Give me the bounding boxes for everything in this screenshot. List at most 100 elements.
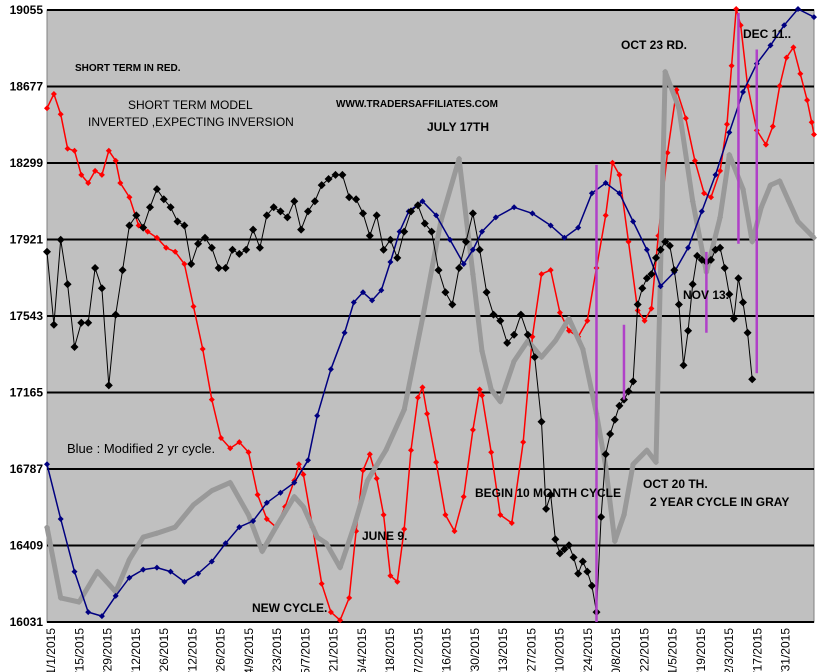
- data-point: [565, 541, 573, 550]
- data-point: [811, 234, 817, 241]
- data-point: [482, 288, 491, 297]
- data-point: [310, 197, 319, 206]
- data-point: [187, 260, 196, 268]
- data-point: [441, 288, 450, 297]
- data-point: [708, 194, 714, 201]
- data-point: [783, 54, 790, 61]
- data-point: [57, 594, 64, 601]
- x-tick-label: 7/16/2015: [440, 628, 454, 672]
- annotation: INVERTED ,EXPECTING INVERSION: [88, 115, 294, 129]
- x-tick-label: 5/7/2015: [298, 628, 312, 672]
- data-point: [222, 540, 229, 547]
- data-point: [140, 534, 147, 541]
- data-point: [488, 449, 495, 456]
- data-point: [228, 245, 237, 254]
- x-tick-label: 4/23/2015: [270, 628, 284, 672]
- data-point: [350, 299, 357, 306]
- data-point: [396, 228, 403, 235]
- x-tick-label: 12/3/2015: [722, 628, 736, 672]
- data-point: [682, 115, 689, 122]
- data-point: [748, 375, 757, 384]
- data-point: [112, 157, 119, 164]
- data-point: [611, 538, 618, 545]
- data-point: [664, 149, 671, 156]
- data-point: [152, 185, 161, 194]
- data-point: [132, 211, 141, 220]
- data-point: [575, 224, 582, 231]
- data-point: [720, 264, 729, 272]
- data-point: [597, 513, 606, 521]
- x-tick-label: 1/1/2015: [44, 628, 58, 672]
- data-point: [305, 457, 311, 464]
- data-point: [633, 300, 642, 309]
- data-point: [674, 300, 683, 309]
- data-point: [291, 479, 298, 486]
- data-point: [653, 459, 659, 466]
- data-point: [153, 234, 160, 241]
- data-point: [181, 261, 188, 267]
- data-point: [324, 175, 333, 183]
- data-point: [561, 234, 568, 241]
- data-point: [125, 221, 134, 230]
- data-point: [621, 511, 627, 518]
- x-tick-label: 6/4/2015: [355, 628, 369, 672]
- data-point: [479, 228, 485, 235]
- x-tick-label: 1/15/2015: [72, 628, 86, 672]
- data-point: [259, 548, 266, 555]
- annotation: WWW.TRADERSAFFILIATES.COM: [336, 99, 498, 110]
- data-point: [153, 564, 160, 571]
- data-point: [341, 329, 348, 336]
- data-point: [552, 337, 559, 344]
- data-point: [300, 471, 307, 478]
- data-point: [317, 181, 326, 190]
- data-point: [469, 246, 476, 253]
- data-point: [546, 490, 555, 499]
- annotation: Blue : Modified 2 yr cycle.: [67, 441, 215, 456]
- data-point: [733, 6, 740, 12]
- data-point: [304, 207, 312, 216]
- data-point: [407, 207, 415, 216]
- data-point: [255, 243, 264, 252]
- x-tick-label: 8/13/2015: [496, 628, 510, 672]
- data-point: [776, 178, 783, 184]
- data-point: [173, 217, 182, 226]
- annotations: SHORT TERM IN RED. SHORT TERM MODEL INVERT…: [67, 27, 791, 615]
- data-point: [707, 255, 715, 264]
- data-point: [146, 203, 154, 212]
- data-point: [369, 297, 376, 304]
- data-point: [566, 327, 572, 334]
- data-point: [767, 42, 774, 49]
- annotation: SHORT TERM MODEL: [128, 98, 253, 112]
- data-point: [242, 245, 251, 254]
- y-tick-label: 18677: [10, 80, 44, 94]
- data-point: [337, 564, 344, 571]
- y-axis: 16031 16409 16787 17165 17543 17921 18299 18677…: [10, 3, 44, 629]
- data-point: [523, 330, 532, 339]
- data-point: [717, 167, 724, 174]
- data-point: [743, 328, 752, 337]
- data-point: [78, 171, 85, 178]
- data-point: [49, 320, 58, 329]
- data-point: [642, 274, 651, 283]
- data-point: [811, 14, 817, 21]
- data-point: [245, 449, 252, 456]
- data-point: [190, 501, 197, 508]
- data-point: [427, 227, 436, 236]
- data-point: [620, 395, 628, 404]
- data-point: [665, 241, 674, 250]
- data-point: [70, 343, 79, 351]
- data-point: [291, 493, 298, 500]
- data-point: [643, 246, 650, 253]
- data-point: [769, 123, 776, 130]
- data-point: [740, 186, 746, 193]
- data-point: [790, 44, 797, 51]
- series-0: [44, 6, 817, 624]
- data-point: [394, 578, 401, 585]
- data-point: [749, 238, 756, 245]
- data-point: [785, 198, 792, 205]
- data-point: [387, 259, 394, 265]
- data-point: [811, 131, 817, 138]
- data-point: [126, 556, 133, 563]
- data-point: [795, 6, 801, 12]
- data-point: [227, 445, 234, 452]
